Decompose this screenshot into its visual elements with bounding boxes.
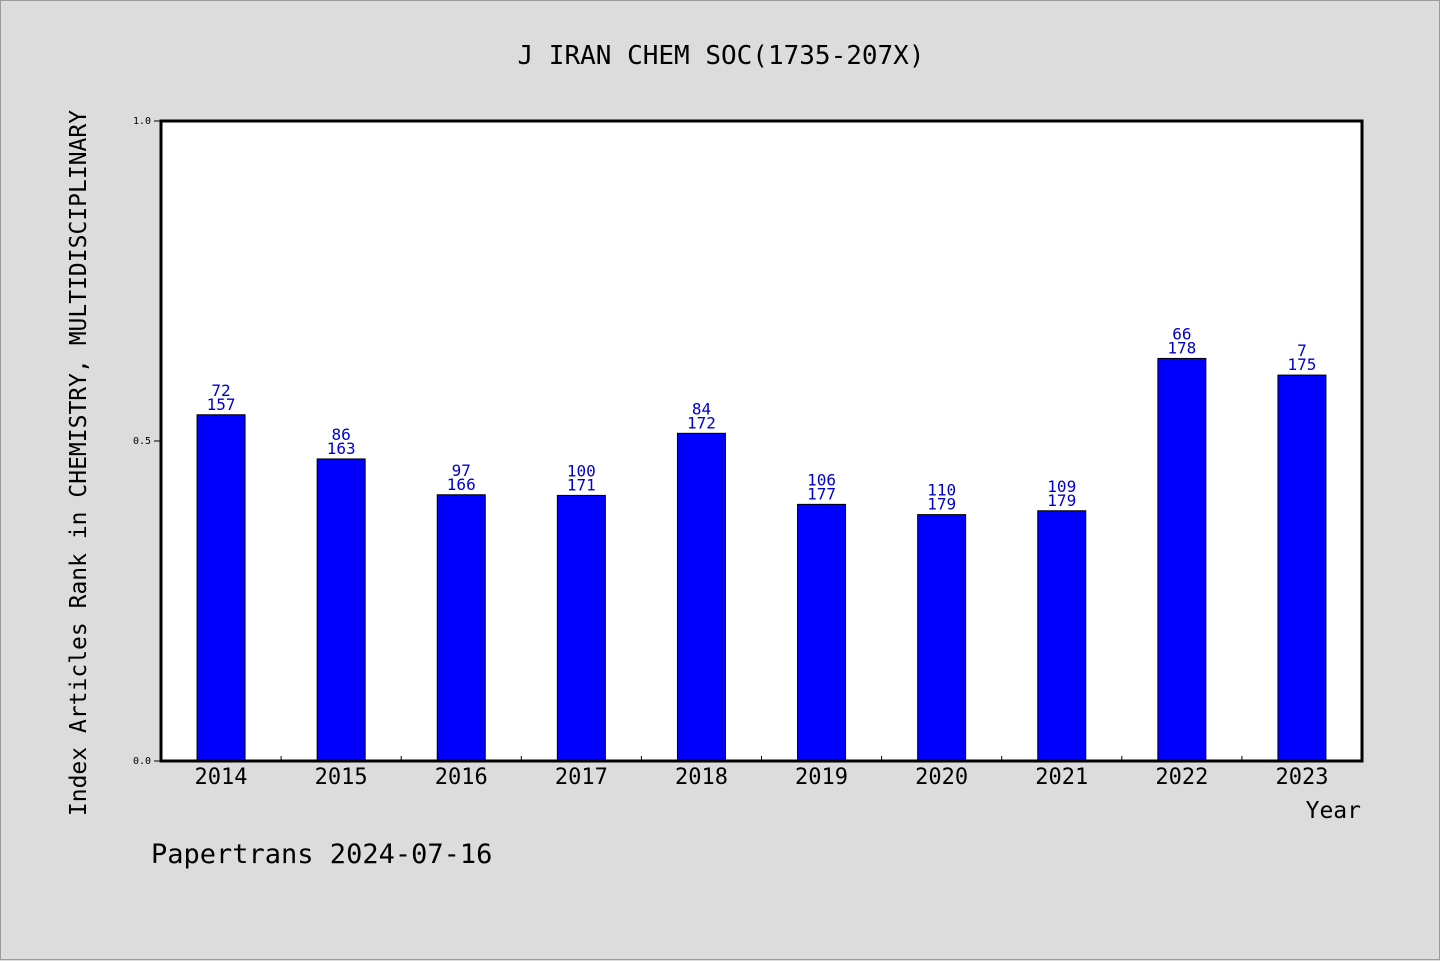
bar-2016	[436, 494, 486, 762]
bar-2015	[316, 458, 366, 762]
x-tick-label-2023: 2023	[1275, 765, 1328, 790]
y-axis-label: Index Articles Rank in CHEMISTRY, MULTID…	[66, 110, 92, 816]
x-tick-label-2016: 2016	[435, 765, 488, 790]
total-label-2015: 163	[327, 439, 356, 458]
rank-label-2017: 100	[567, 461, 596, 480]
x-tick-label-2021: 2021	[1035, 765, 1088, 790]
rank-label-2019: 106	[807, 470, 836, 489]
x-axis-label: Year	[1306, 798, 1361, 824]
total-label-2018: 172	[687, 413, 716, 432]
bar-2020	[917, 514, 967, 762]
y-tick-label: 0.5	[133, 436, 151, 447]
total-label-2023: 175	[1287, 355, 1316, 374]
bar-2021	[1037, 510, 1087, 762]
total-label-2020: 179	[927, 495, 956, 514]
x-tick-label-2015: 2015	[315, 765, 368, 790]
total-label-2021: 179	[1047, 491, 1076, 510]
x-tick-label-2020: 2020	[915, 765, 968, 790]
bar-2014	[196, 414, 246, 762]
bar-2019	[797, 503, 847, 762]
y-tick-label: 0.0	[133, 756, 151, 767]
x-tick-label-2022: 2022	[1155, 765, 1208, 790]
total-label-2014: 157	[207, 395, 236, 414]
bar-2022	[1157, 357, 1207, 762]
rank-label-2021: 109	[1047, 477, 1076, 496]
x-tick-label-2018: 2018	[675, 765, 728, 790]
total-label-2022: 178	[1167, 338, 1196, 357]
bar-2023	[1277, 374, 1327, 762]
rank-label-2016: 97	[452, 461, 471, 480]
x-tick-label-2017: 2017	[555, 765, 608, 790]
x-tick-label-2014: 2014	[195, 765, 248, 790]
bar-2018	[676, 432, 726, 762]
chart-title: J IRAN CHEM SOC(1735-207X)	[518, 41, 925, 71]
rank-label-2020: 110	[927, 481, 956, 500]
rank-label-2022: 66	[1172, 324, 1191, 343]
total-label-2017: 171	[567, 475, 596, 494]
rank-label-2023: 7	[1297, 341, 1307, 360]
footer-text: Papertrans 2024-07-16	[151, 839, 492, 870]
y-tick-label: 1.0	[133, 116, 151, 127]
rank-label-2015: 86	[332, 425, 351, 444]
x-tick-label-2019: 2019	[795, 765, 848, 790]
total-label-2016: 166	[447, 475, 476, 494]
axes-group: 2014 2015 2016 2017 2018 2019 2020 2021 2022 2023…	[133, 116, 1329, 790]
bar-2017	[556, 494, 606, 762]
rank-label-2018: 84	[692, 399, 711, 418]
total-label-2019: 177	[807, 484, 836, 503]
rank-label-2014: 72	[211, 381, 230, 400]
